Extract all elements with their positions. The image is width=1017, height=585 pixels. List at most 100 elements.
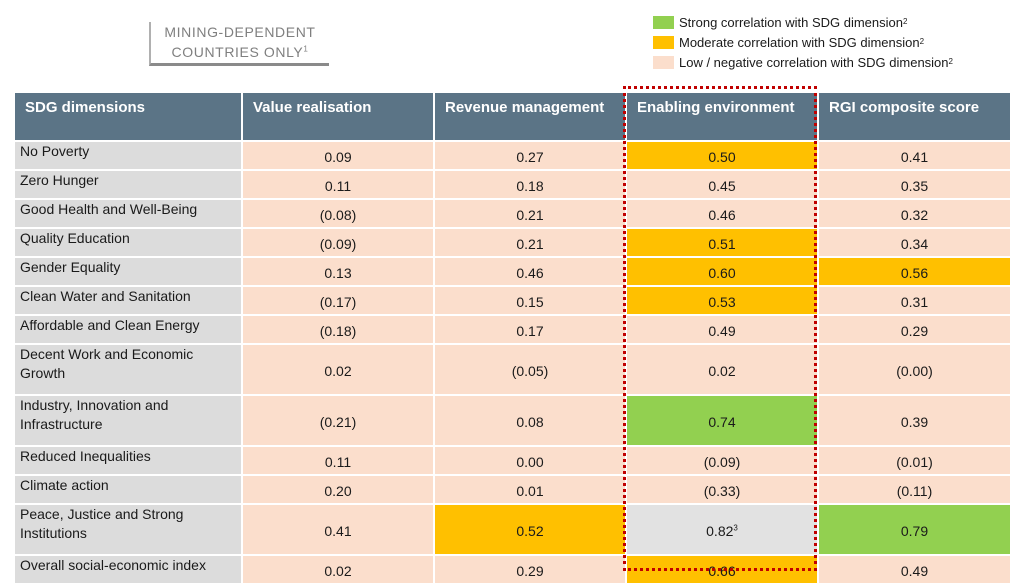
cell-revenue-management: 0.21 <box>435 229 625 256</box>
legend-item-strong: Strong correlation with SDG dimension 2 <box>653 12 953 32</box>
cell-value-realisation: 0.02 <box>243 556 433 583</box>
cell-rgi-composite: 0.79 <box>819 505 1010 554</box>
cell-revenue-management: 0.21 <box>435 200 625 227</box>
cell-value-realisation: 0.09 <box>243 142 433 169</box>
table-row: Good Health and Well-Being (0.08) 0.21 0… <box>15 200 1010 227</box>
cell-enabling-environment: 0.823 <box>627 505 817 554</box>
row-label: Clean Water and Sanitation <box>15 287 241 314</box>
table-row: Clean Water and Sanitation (0.17) 0.15 0… <box>15 287 1010 314</box>
legend-label-strong: Strong correlation with SDG dimension <box>679 14 903 30</box>
correlation-table: SDG dimensions Value realisation Revenue… <box>13 91 1012 585</box>
legend-swatch-low <box>653 55 674 69</box>
filter-line-2: COUNTRIES ONLY <box>171 44 304 60</box>
cell-value-realisation: (0.17) <box>243 287 433 314</box>
table-row: Decent Work and Economic Growth 0.02 (0.… <box>15 345 1010 394</box>
table-row: Quality Education (0.09) 0.21 0.51 0.34 <box>15 229 1010 256</box>
cell-value-realisation: (0.21) <box>243 396 433 445</box>
cell-value: 0.82 <box>706 523 734 539</box>
row-label: Industry, Innovation and Infrastructure <box>15 396 241 445</box>
cell-rgi-composite: (0.00) <box>819 345 1010 394</box>
filter-footnote: 1 <box>303 44 309 54</box>
cell-revenue-management: 0.15 <box>435 287 625 314</box>
cell-value-realisation: 0.11 <box>243 447 433 474</box>
cell-rgi-composite: (0.11) <box>819 476 1010 503</box>
legend-swatch-strong <box>653 15 674 29</box>
cell-value-realisation: 0.13 <box>243 258 433 285</box>
cell-value-realisation: 0.11 <box>243 171 433 198</box>
cell-rgi-composite: 0.56 <box>819 258 1010 285</box>
cell-revenue-management: 0.46 <box>435 258 625 285</box>
row-label: Good Health and Well-Being <box>15 200 241 227</box>
table-row: Industry, Innovation and Infrastructure … <box>15 396 1010 445</box>
cell-value-realisation: 0.02 <box>243 345 433 394</box>
cell-enabling-environment: 0.51 <box>627 229 817 256</box>
row-label: Decent Work and Economic Growth <box>15 345 241 394</box>
cell-value-realisation: (0.09) <box>243 229 433 256</box>
table-row: Gender Equality 0.13 0.46 0.60 0.56 <box>15 258 1010 285</box>
legend-item-moderate: Moderate correlation with SDG dimension 2 <box>653 32 953 52</box>
cell-enabling-environment: 0.74 <box>627 396 817 445</box>
table-row: Affordable and Clean Energy (0.18) 0.17 … <box>15 316 1010 343</box>
row-label: Quality Education <box>15 229 241 256</box>
row-label: Affordable and Clean Energy <box>15 316 241 343</box>
legend-label-low: Low / negative correlation with SDG dime… <box>679 54 949 70</box>
cell-revenue-management: 0.18 <box>435 171 625 198</box>
table-header-row: SDG dimensions Value realisation Revenue… <box>15 93 1010 140</box>
cell-enabling-environment: 0.02 <box>627 345 817 394</box>
cell-enabling-environment: (0.09) <box>627 447 817 474</box>
cell-revenue-management: 0.29 <box>435 556 625 583</box>
legend-label-moderate: Moderate correlation with SDG dimension <box>679 34 920 50</box>
row-label: No Poverty <box>15 142 241 169</box>
table-row: Climate action 0.20 0.01 (0.33) (0.11) <box>15 476 1010 503</box>
cell-footnote: 3 <box>733 523 738 533</box>
table-row: No Poverty 0.09 0.27 0.50 0.41 <box>15 142 1010 169</box>
table-row: Overall social-economic index 0.02 0.29 … <box>15 556 1010 583</box>
legend-item-low: Low / negative correlation with SDG dime… <box>653 52 953 72</box>
table-row: Peace, Justice and Strong Institutions 0… <box>15 505 1010 554</box>
cell-enabling-environment: 0.60 <box>627 258 817 285</box>
cell-enabling-environment: 0.45 <box>627 171 817 198</box>
cell-enabling-environment: 0.46 <box>627 200 817 227</box>
header-enabling-environment: Enabling environment <box>627 93 817 140</box>
cell-enabling-environment: (0.33) <box>627 476 817 503</box>
cell-value-realisation: 0.41 <box>243 505 433 554</box>
row-label: Gender Equality <box>15 258 241 285</box>
cell-rgi-composite: 0.31 <box>819 287 1010 314</box>
cell-rgi-composite: 0.29 <box>819 316 1010 343</box>
header-sdg-dimensions: SDG dimensions <box>15 93 241 140</box>
cell-enabling-environment: 0.53 <box>627 287 817 314</box>
legend-swatch-moderate <box>653 35 674 49</box>
filter-label: MINING-DEPENDENT COUNTRIES ONLY1 <box>149 22 329 66</box>
cell-revenue-management: 0.52 <box>435 505 625 554</box>
cell-rgi-composite: 0.32 <box>819 200 1010 227</box>
cell-rgi-composite: 0.41 <box>819 142 1010 169</box>
header-rgi-composite-score: RGI composite score <box>819 93 1010 140</box>
cell-revenue-management: 0.08 <box>435 396 625 445</box>
cell-enabling-environment: 0.66 <box>627 556 817 583</box>
cell-value-realisation: (0.18) <box>243 316 433 343</box>
cell-value-realisation: 0.20 <box>243 476 433 503</box>
cell-revenue-management: 0.00 <box>435 447 625 474</box>
cell-value-realisation: (0.08) <box>243 200 433 227</box>
cell-revenue-management: 0.27 <box>435 142 625 169</box>
cell-rgi-composite: 0.34 <box>819 229 1010 256</box>
row-label: Zero Hunger <box>15 171 241 198</box>
table-row: Reduced Inequalities 0.11 0.00 (0.09) (0… <box>15 447 1010 474</box>
row-label: Reduced Inequalities <box>15 447 241 474</box>
filter-line-1: MINING-DEPENDENT <box>164 24 316 40</box>
cell-enabling-environment: 0.50 <box>627 142 817 169</box>
row-label: Peace, Justice and Strong Institutions <box>15 505 241 554</box>
cell-rgi-composite: 0.39 <box>819 396 1010 445</box>
header-revenue-management: Revenue management <box>435 93 625 140</box>
row-label: Overall social-economic index <box>15 556 241 583</box>
cell-revenue-management: (0.05) <box>435 345 625 394</box>
cell-rgi-composite: 0.35 <box>819 171 1010 198</box>
cell-rgi-composite: (0.01) <box>819 447 1010 474</box>
cell-rgi-composite: 0.49 <box>819 556 1010 583</box>
cell-revenue-management: 0.01 <box>435 476 625 503</box>
legend: Strong correlation with SDG dimension 2 M… <box>653 12 953 72</box>
table-row: Zero Hunger 0.11 0.18 0.45 0.35 <box>15 171 1010 198</box>
cell-revenue-management: 0.17 <box>435 316 625 343</box>
header-value-realisation: Value realisation <box>243 93 433 140</box>
row-label: Climate action <box>15 476 241 503</box>
